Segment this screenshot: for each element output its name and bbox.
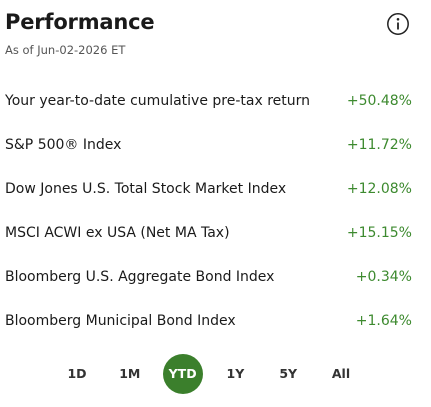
period-tab[interactable]: 1D — [67, 366, 87, 381]
row-value: +1.64% — [355, 313, 412, 329]
row-label: Bloomberg U.S. Aggregate Bond Index — [5, 269, 275, 285]
row-label: Your year-to-date cumulative pre-tax ret… — [5, 93, 310, 109]
period-tab[interactable]: All — [331, 366, 351, 381]
row-value: +0.34% — [355, 269, 412, 285]
period-tab[interactable]: YTD — [162, 354, 203, 394]
info-icon[interactable] — [386, 12, 410, 36]
period-tab[interactable]: 1M — [119, 366, 141, 381]
row-label: S&P 500® Index — [5, 137, 122, 153]
row-label: Bloomberg Municipal Bond Index — [5, 313, 236, 329]
title: Performance — [5, 10, 155, 34]
row-value: +11.72% — [346, 137, 412, 153]
period-tab[interactable]: 5Y — [279, 366, 298, 381]
row-value: +15.15% — [346, 225, 412, 241]
row-label: Dow Jones U.S. Total Stock Market Index — [5, 181, 287, 197]
row-value: +50.48% — [346, 93, 412, 109]
row-value: +12.08% — [346, 181, 412, 197]
row-label: MSCI ACWI ex USA (Net MA Tax) — [5, 225, 230, 241]
period-tab[interactable]: 1Y — [226, 366, 245, 381]
subtitle: As of Jun-02-2026 ET — [5, 43, 126, 57]
